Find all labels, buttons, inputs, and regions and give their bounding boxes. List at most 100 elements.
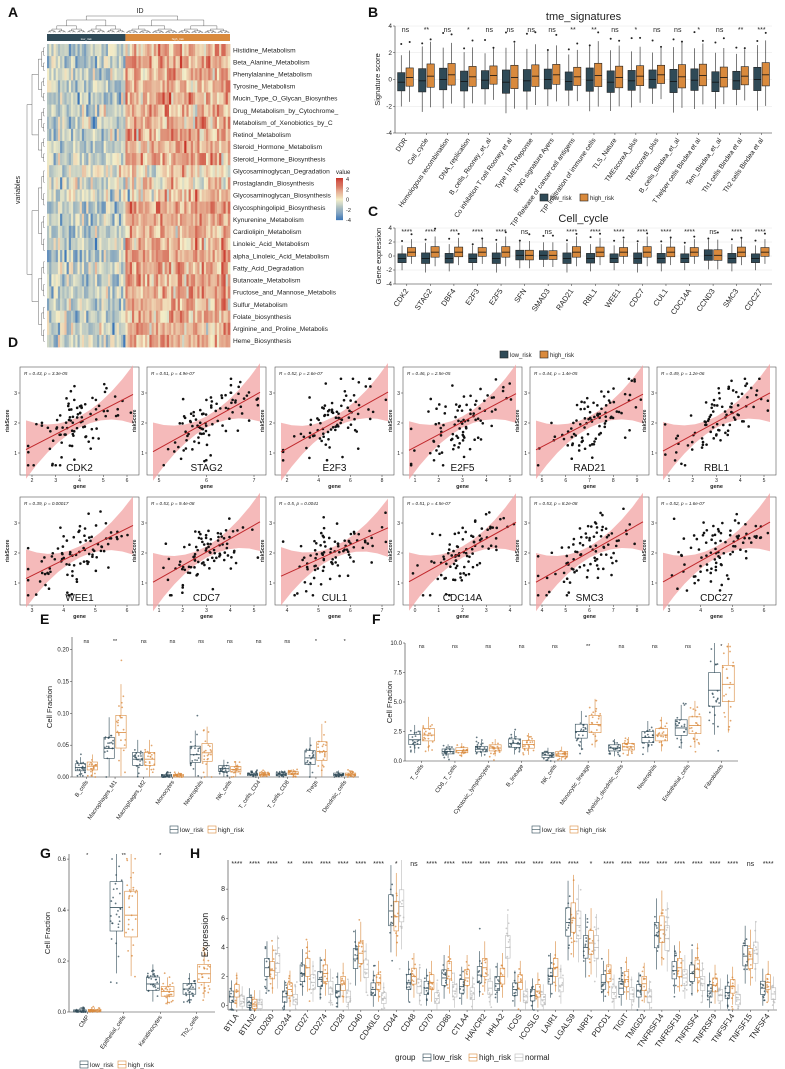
scatter-point [82,425,85,429]
heatmap-cell [92,140,96,154]
heatmap-cell [66,250,70,263]
scatter-point [184,430,187,434]
heatmap-cell [62,322,65,336]
heatmap-cell [84,177,87,190]
outlier-point [450,33,453,36]
heatmap-cell [160,140,163,154]
y-tick-label: 7.5 [394,671,403,677]
box-body [740,66,749,86]
scatter-point [86,562,89,566]
scatter-point [473,519,477,522]
heatmap-cell [70,274,74,287]
significance-label: * [344,639,347,645]
heatmap-cell [66,237,70,251]
heatmap-cell [84,165,87,178]
scatter-point [90,427,94,431]
scatter-point [711,425,715,429]
x-category-label: SFN [512,287,528,304]
heatmap-cell [131,177,135,190]
scatter-point [744,550,748,553]
scatter-point [321,569,325,573]
heatmap-cell [160,310,163,324]
heatmap-cell [94,116,98,130]
dendrogram-branch [88,30,94,32]
y-tick-label: 0.15 [57,680,69,686]
heatmap-cell [197,116,200,130]
heatmap-cell [127,116,131,130]
heatmap-cell [179,116,183,130]
outlier-point [410,233,413,236]
heatmap-cell [227,140,231,154]
scatter-point [247,391,251,394]
data-point [194,747,196,750]
data-point [409,750,412,753]
heatmap-cell [97,80,100,93]
scatter-point [210,400,214,403]
heatmap-cell [99,298,102,312]
significance-label: ns [227,639,233,645]
heatmap-cell [129,298,133,312]
data-point [336,771,338,773]
outlier-point [735,46,738,49]
significance-label: ns [170,639,176,645]
heatmap-cell [192,104,196,118]
heatmap-cell [140,322,144,336]
heatmap-cell [101,153,105,166]
outlier-point [651,39,654,42]
heatmap-cell [173,262,176,275]
heatmap-cell [177,201,181,215]
scatter-point [677,550,680,554]
heatmap-cell [68,153,72,166]
heatmap-cell [108,298,111,312]
scatter-point [562,580,566,584]
heatmap-cell [192,140,196,154]
scatter-point [209,542,212,546]
x-tick-label: 9 [636,478,639,484]
y-tick-label: 4 [388,23,392,30]
data-point [191,760,194,762]
scatter-point [593,556,596,560]
heatmap-cell [138,334,142,348]
heatmap-cell [149,165,152,178]
heatmap-cell [84,92,87,105]
heatmap-cell [188,213,192,227]
scatter-point [363,539,367,542]
heatmap-cell [219,56,222,69]
data-point [325,744,327,747]
dendrogram-branch [116,31,120,33]
heatmap-cell [227,104,231,118]
scatter-point [47,587,51,590]
heatmap-cell [123,225,126,239]
significance-label: * [697,27,700,34]
heatmap-cell [94,250,98,263]
heatmap-cell [70,334,74,348]
box-body [468,66,477,87]
y-tick-label: 3 [397,521,400,527]
heatmap-cell [110,310,113,324]
scatter-point [766,409,770,412]
y-tick-label: -2 [386,103,392,110]
scatter-point [50,555,54,558]
heatmap-cell [195,201,198,215]
significance-label: *** [450,229,458,236]
heatmap-cell [118,92,122,105]
heatmap-cell [179,68,183,81]
heatmap-cell [99,56,102,69]
regression-line [662,392,771,452]
scatter-point [595,564,599,567]
scatter-point [319,543,322,547]
scatter-point [192,555,195,559]
heatmap-cell [118,189,122,202]
scatter-point [342,549,345,553]
heatmap-cell [149,177,152,190]
heatmap-cell [105,44,109,57]
scatter-point [330,401,334,405]
heatmap-cell [116,225,120,239]
heatmap-cell [206,104,209,118]
regression-line [408,393,517,451]
scatter-point [322,526,326,530]
heatmap-cell [212,286,216,299]
heatmap-cell [142,334,146,348]
scatter-point [594,544,598,547]
heatmap-cell [197,68,200,81]
